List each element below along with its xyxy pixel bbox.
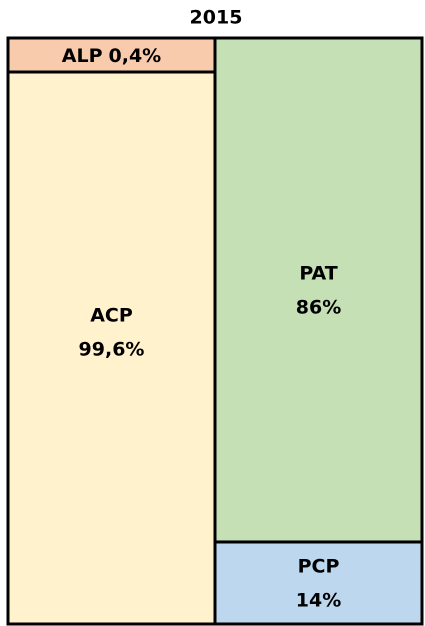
segment-name: PCP — [298, 555, 340, 577]
chart-title: 2015 — [190, 7, 243, 29]
segment-value-label: 0,4% — [109, 45, 162, 67]
bar-segment — [213, 540, 424, 626]
segment-value-label: 14% — [296, 589, 341, 611]
segment-name: ACP — [90, 305, 133, 327]
bar-segment — [213, 36, 424, 544]
segment-name: PAT — [299, 262, 337, 284]
bar-segment — [6, 38, 217, 626]
segment-value-label: 86% — [296, 296, 341, 318]
label-box — [6, 36, 217, 74]
segment-label: ALP 0,4% — [62, 45, 161, 67]
segment-name: ALP — [62, 45, 103, 67]
segment-value-label: 99,6% — [79, 339, 145, 361]
